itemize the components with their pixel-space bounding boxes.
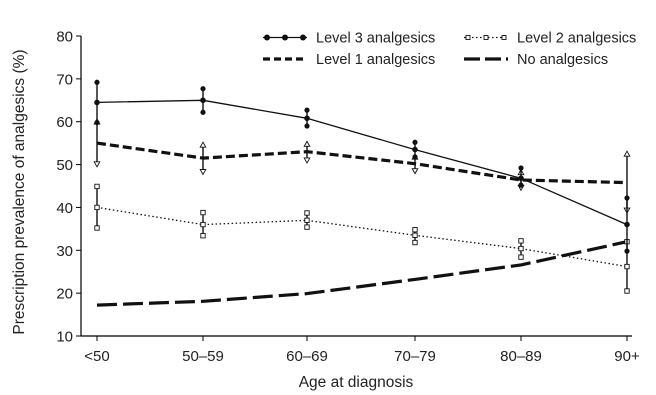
series-0-point-2: [304, 115, 310, 122]
y-ticks: 10 20 30 40 50 60 70 80: [56, 29, 81, 346]
x-axis-title: Age at diagnosis: [299, 374, 414, 391]
series-2-line: [96, 141, 628, 185]
series-3: [96, 240, 628, 307]
legend-label-level2: Level 2 analgesics: [517, 31, 636, 47]
series-0: [94, 79, 630, 254]
legend: Level 3 analgesics Level 1 analgesics Le…: [263, 31, 636, 68]
series-1: [94, 183, 630, 294]
series-0-ci-high-2: [304, 107, 310, 113]
series-0-ci-low-4: [518, 182, 524, 188]
series-0-ci-high-5: [624, 195, 630, 201]
series-0-ci-high-0: [94, 79, 100, 85]
series-0-ci-high-1: [200, 86, 206, 92]
series-0-point-1: [200, 97, 206, 104]
series-0-point-5: [624, 221, 630, 228]
series-2-ci-low-2: [303, 157, 311, 164]
series-layer: [93, 79, 631, 307]
legend-item-level1: Level 1 analgesics: [263, 52, 435, 68]
series-1-ci-low-5: [624, 288, 630, 294]
legend-item-level2: Level 2 analgesics: [464, 31, 636, 47]
legend-marker-level2-b: [483, 35, 489, 40]
legend-marker-level2-a: [465, 35, 471, 40]
series-1-ci-high-4: [518, 238, 524, 244]
y-tick-label-40: 40: [56, 200, 73, 217]
series-0-ci-low-5: [624, 248, 630, 254]
axes: [80, 36, 632, 337]
series-2: [93, 118, 631, 214]
y-axis-title: Prescription prevalence of analgesics (%…: [11, 49, 28, 334]
legend-label-level3: Level 3 analgesics: [316, 31, 435, 47]
series-2-ci-high-2: [303, 140, 311, 147]
legend-label-level1: Level 1 analgesics: [316, 52, 435, 68]
y-tick-label-80: 80: [56, 29, 73, 46]
series-1-point-0: [94, 204, 100, 211]
series-2-ci-high-5: [623, 150, 631, 157]
x-tick-label-1: 50–59: [182, 348, 224, 365]
series-0-point-3: [412, 146, 418, 153]
series-1-ci-low-2: [304, 224, 310, 230]
legend-item-none: No analgesics: [464, 52, 608, 68]
legend-marker-level3-a: [264, 34, 270, 41]
series-3-line: [96, 240, 628, 307]
series-1-ci-high-0: [94, 183, 100, 190]
series-0-ci-low-3: [412, 154, 418, 160]
series-1-ci-low-0: [94, 225, 100, 231]
x-tick-label-2: 60–69: [286, 348, 328, 365]
series-2-ci-low-3: [411, 168, 419, 175]
series-1-point-4: [518, 245, 524, 252]
y-tick-label-50: 50: [56, 157, 73, 174]
series-1-point-5: [624, 263, 630, 270]
legend-item-level3: Level 3 analgesics: [263, 31, 435, 47]
x-tick-label-3: 70–79: [394, 348, 436, 365]
series-0-ci-high-4: [518, 165, 524, 171]
y-tick-label-20: 20: [56, 286, 73, 303]
series-1-ci-high-3: [412, 227, 418, 233]
series-0-ci-low-0: [94, 119, 100, 126]
x-ticks: <50 50–59 60–69 70–79 80–89 90+: [84, 336, 640, 365]
series-0-point-4: [518, 175, 524, 182]
series-1-ci-high-2: [304, 210, 310, 216]
series-1-ci-low-1: [200, 233, 206, 239]
legend-label-none: No analgesics: [517, 52, 608, 68]
series-2-ci-low-0: [93, 161, 101, 168]
series-0-ci-low-1: [200, 109, 206, 115]
y-tick-label-10: 10: [56, 329, 73, 346]
series-1-ci-low-3: [412, 239, 418, 246]
series-0-ci-low-2: [304, 123, 310, 129]
y-tick-label-70: 70: [56, 71, 73, 88]
x-tick-label-5: 90+: [614, 348, 640, 365]
series-1-point-1: [200, 221, 206, 228]
series-0-point-0: [94, 99, 100, 106]
legend-marker-level3-c: [300, 34, 306, 41]
legend-marker-level2-c: [501, 35, 507, 40]
y-tick-label-30: 30: [56, 243, 73, 260]
x-tick-label-0: <50: [84, 348, 109, 365]
series-1-ci-high-1: [200, 209, 206, 216]
legend-marker-level3-b: [282, 34, 288, 41]
y-tick-label-60: 60: [56, 114, 73, 131]
series-1-ci-low-4: [518, 254, 524, 260]
series-2-ci-low-1: [199, 169, 207, 176]
series-0-line: [96, 99, 628, 226]
series-1-point-2: [304, 217, 310, 223]
series-1-line: [96, 206, 628, 268]
series-1-point-3: [412, 232, 418, 238]
series-2-ci-high-1: [199, 141, 207, 148]
x-tick-label-4: 80–89: [500, 348, 542, 365]
series-0-ci-high-3: [412, 139, 418, 145]
